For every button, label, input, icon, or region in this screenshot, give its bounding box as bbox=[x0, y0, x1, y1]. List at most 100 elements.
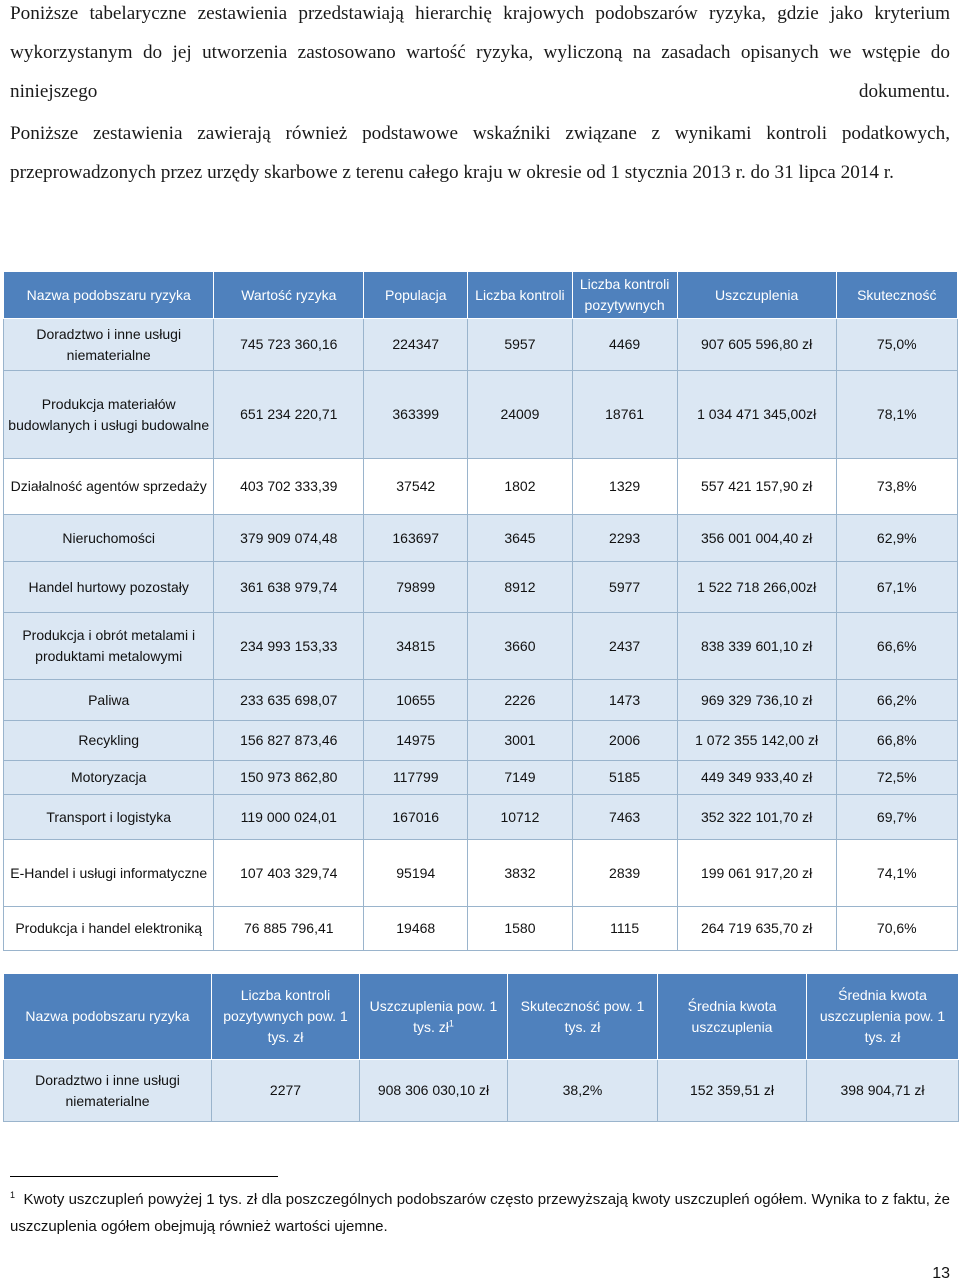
cell-controls: 3660 bbox=[467, 612, 573, 680]
cell-positive-controls: 4469 bbox=[571, 318, 678, 371]
intro-paragraph-2: Poniższe zestawienia zawierają również p… bbox=[10, 123, 950, 183]
table-row: Produkcja i handel elektroniką 76 885 796… bbox=[2, 906, 959, 951]
footnote-text: Kwoty uszczupleń powyżej 1 tys. zł dla p… bbox=[10, 1191, 950, 1235]
table-row: Handel hurtowy pozostały 361 638 979,74 79… bbox=[2, 561, 959, 613]
summary-col-shortfalls: Uszczuplenia pow. 1 tys. zł1 bbox=[359, 973, 508, 1060]
cell-controls: 1580 bbox=[467, 906, 573, 951]
page-number: 13 bbox=[932, 1265, 950, 1282]
cell-population: 37542 bbox=[363, 458, 469, 515]
cell-shortfalls: 356 001 004,40 zł bbox=[676, 514, 837, 562]
cell-effectiveness: 73,8% bbox=[835, 458, 959, 515]
risk-subareas-table: Nazwa podobszaru ryzyka Wartość ryzyka P… bbox=[2, 271, 959, 951]
footnote-mark: 1 bbox=[10, 1190, 16, 1200]
cell-risk-value: 361 638 979,74 bbox=[213, 561, 365, 613]
summary-table: Nazwa podobszaru ryzyka Liczba kontroli … bbox=[3, 973, 959, 1122]
cell-positive-controls: 2006 bbox=[571, 720, 678, 761]
cell-positive-controls: 7463 bbox=[571, 794, 678, 840]
cell-effectiveness: 66,2% bbox=[835, 679, 959, 721]
cell-positive-controls: 1329 bbox=[571, 458, 678, 515]
cell-risk-value: 119 000 024,01 bbox=[213, 794, 365, 840]
cell-population: 34815 bbox=[363, 612, 469, 680]
cell-shortfalls: 557 421 157,90 zł bbox=[676, 458, 837, 515]
cell-effectiveness: 78,1% bbox=[835, 370, 959, 459]
cell-shortfalls: 1 072 355 142,00 zł bbox=[676, 720, 837, 761]
table-row: Motoryzacja 150 973 862,80 117799 7149 5185 4… bbox=[2, 760, 959, 795]
cell-name: Handel hurtowy pozostały bbox=[2, 561, 215, 613]
summary-col-effectiveness: Skuteczność pow. 1 tys. zł bbox=[507, 973, 658, 1060]
cell-shortfalls: 1 522 718 266,00zł bbox=[676, 561, 837, 613]
summary-cell-positive-controls: 2277 bbox=[211, 1059, 360, 1122]
summary-col-shortfalls-label: Uszczuplenia pow. 1 tys. zł bbox=[369, 997, 498, 1035]
cell-name: Produkcja i obrót metalami i produktami … bbox=[2, 612, 215, 680]
cell-shortfalls: 969 329 736,10 zł bbox=[676, 679, 837, 721]
cell-population: 117799 bbox=[363, 760, 469, 795]
cell-positive-controls: 2839 bbox=[571, 839, 678, 907]
cell-positive-controls: 18761 bbox=[571, 370, 678, 459]
summary-col-name: Nazwa podobszaru ryzyka bbox=[3, 973, 212, 1060]
cell-risk-value: 403 702 333,39 bbox=[213, 458, 365, 515]
cell-shortfalls: 449 349 933,40 zł bbox=[676, 760, 837, 795]
cell-effectiveness: 70,6% bbox=[835, 906, 959, 951]
cell-shortfalls: 352 322 101,70 zł bbox=[676, 794, 837, 840]
cell-population: 10655 bbox=[363, 679, 469, 721]
cell-effectiveness: 67,1% bbox=[835, 561, 959, 613]
cell-effectiveness: 74,1% bbox=[835, 839, 959, 907]
cell-shortfalls: 264 719 635,70 zł bbox=[676, 906, 837, 951]
summary-cell-name: Doradztwo i inne usługi niematerialne bbox=[3, 1059, 212, 1122]
cell-controls: 3832 bbox=[467, 839, 573, 907]
cell-population: 95194 bbox=[363, 839, 469, 907]
cell-positive-controls: 1115 bbox=[571, 906, 678, 951]
summary-cell-shortfalls: 908 306 030,10 zł bbox=[359, 1059, 508, 1122]
cell-effectiveness: 75,0% bbox=[835, 318, 959, 371]
cell-risk-value: 107 403 329,74 bbox=[213, 839, 365, 907]
cell-name: Produkcja i handel elektroniką bbox=[2, 906, 215, 951]
cell-population: 167016 bbox=[363, 794, 469, 840]
cell-population: 163697 bbox=[363, 514, 469, 562]
cell-controls: 8912 bbox=[467, 561, 573, 613]
cell-population: 19468 bbox=[363, 906, 469, 951]
table-row: Doradztwo i inne usługi niematerialne 745… bbox=[2, 318, 959, 371]
summary-col-avg-shortfall-over: Średnia kwota uszczuplenia pow. 1 tys. z… bbox=[806, 973, 959, 1060]
summary-header-row: Nazwa podobszaru ryzyka Liczba kontroli … bbox=[3, 973, 959, 1060]
cell-controls: 3001 bbox=[467, 720, 573, 761]
cell-controls: 10712 bbox=[467, 794, 573, 840]
cell-name: Działalność agentów sprzedaży bbox=[2, 458, 215, 515]
cell-shortfalls: 907 605 596,80 zł bbox=[676, 318, 837, 371]
cell-shortfalls: 838 339 601,10 zł bbox=[676, 612, 837, 680]
footnote: 1 Kwoty uszczupleń powyżej 1 tys. zł dla… bbox=[10, 1186, 950, 1240]
cell-name: Doradztwo i inne usługi niematerialne bbox=[2, 318, 215, 371]
col-header-positive-controls: Liczba kontroli pozytywnych bbox=[571, 271, 678, 319]
cell-risk-value: 150 973 862,80 bbox=[213, 760, 365, 795]
cell-risk-value: 379 909 074,48 bbox=[213, 514, 365, 562]
intro-paragraph-1: Poniższe tabelaryczne zestawienia przeds… bbox=[10, 3, 950, 102]
footnote-reference: 1 bbox=[448, 1017, 454, 1028]
cell-controls: 7149 bbox=[467, 760, 573, 795]
col-header-controls: Liczba kontroli bbox=[467, 271, 573, 319]
cell-effectiveness: 62,9% bbox=[835, 514, 959, 562]
cell-risk-value: 156 827 873,46 bbox=[213, 720, 365, 761]
cell-population: 224347 bbox=[363, 318, 469, 371]
table-row: E-Handel i usługi informatyczne 107 403 3… bbox=[2, 839, 959, 907]
cell-name: Transport i logistyka bbox=[2, 794, 215, 840]
cell-risk-value: 233 635 698,07 bbox=[213, 679, 365, 721]
cell-controls: 2226 bbox=[467, 679, 573, 721]
cell-positive-controls: 2293 bbox=[571, 514, 678, 562]
cell-positive-controls: 2437 bbox=[571, 612, 678, 680]
summary-col-avg-shortfall: Średnia kwota uszczuplenia bbox=[657, 973, 807, 1060]
cell-population: 363399 bbox=[363, 370, 469, 459]
summary-cell-avg-shortfall: 152 359,51 zł bbox=[657, 1059, 807, 1122]
cell-name: Nieruchomości bbox=[2, 514, 215, 562]
summary-cell-avg-shortfall-over: 398 904,71 zł bbox=[806, 1059, 959, 1122]
cell-effectiveness: 69,7% bbox=[835, 794, 959, 840]
summary-col-positive-controls: Liczba kontroli pozytywnych pow. 1 tys. … bbox=[211, 973, 360, 1060]
cell-population: 79899 bbox=[363, 561, 469, 613]
table-row: Produkcja i obrót metalami i produktami … bbox=[2, 612, 959, 680]
summary-cell-effectiveness: 38,2% bbox=[507, 1059, 658, 1122]
cell-effectiveness: 66,6% bbox=[835, 612, 959, 680]
table-row: Paliwa 233 635 698,07 10655 2226 1473 969 329… bbox=[2, 679, 959, 721]
footnote-separator bbox=[10, 1176, 278, 1177]
cell-name: Paliwa bbox=[2, 679, 215, 721]
cell-effectiveness: 72,5% bbox=[835, 760, 959, 795]
col-header-effectiveness: Skuteczność bbox=[835, 271, 959, 319]
table-row: Nieruchomości 379 909 074,48 163697 3645 229… bbox=[2, 514, 959, 562]
